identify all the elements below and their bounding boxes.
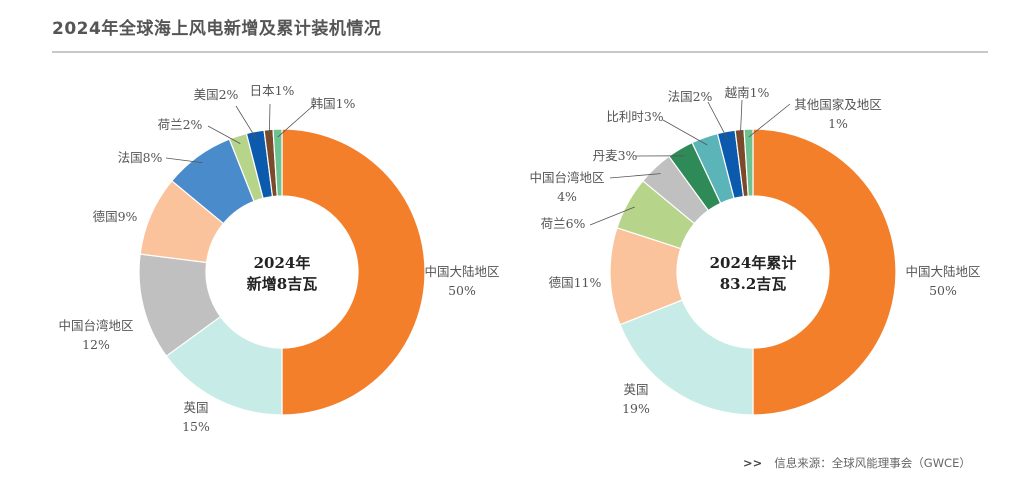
- slice-label: 中国台湾地区: [58, 318, 133, 333]
- donut-chart-2: 中国大陆地区 50% 英国 19% 德国11% 荷兰6% 中国台湾地区 4% 丹麦3% 比利时3%…: [529, 85, 980, 416]
- leader-line: [165, 157, 203, 164]
- center-label: 83.2吉瓦: [720, 275, 787, 293]
- slice-韩国: [272, 128, 283, 197]
- slice-label: 韩国1%: [311, 96, 356, 111]
- slice-value-label: 4%: [557, 189, 577, 204]
- slice-label: 法国2%: [668, 89, 713, 104]
- leader-line: [207, 125, 241, 144]
- slice-label: 比利时3%: [606, 109, 663, 124]
- slice-label: 中国台湾地区: [529, 170, 604, 185]
- slice-其他国家及地区: [743, 128, 754, 197]
- slice-label: 越南1%: [725, 85, 770, 100]
- slice-label: 中国大陆地区: [905, 264, 980, 279]
- slice-label: 法国8%: [118, 150, 163, 165]
- leader-line: [707, 101, 729, 140]
- leader-line: [589, 206, 635, 226]
- source-arrow: >>: [743, 456, 763, 470]
- page-title: 2024年全球海上风电新增及累计装机情况: [52, 19, 382, 39]
- slice-label: 英国: [623, 382, 648, 397]
- slice-label: 美国2%: [194, 87, 239, 102]
- slice-label: 德国9%: [93, 209, 138, 224]
- slice-英国: [619, 299, 754, 416]
- leader-line: [268, 103, 271, 138]
- slice-label: 日本1%: [250, 83, 295, 98]
- leader-line: [235, 105, 258, 140]
- slice-value-label: 12%: [82, 337, 110, 352]
- slice-value-label: 50%: [929, 283, 957, 298]
- slice-label: 其他国家及地区: [794, 97, 882, 112]
- leader-line: [609, 173, 661, 179]
- leader-line: [662, 119, 708, 146]
- center-label: 2024年累计: [710, 254, 797, 272]
- slice-中国大陆地区: [752, 128, 897, 416]
- slice-value-label: 19%: [622, 401, 650, 416]
- leader-line: [739, 99, 743, 138]
- center-label: 2024年: [254, 254, 311, 272]
- source-note: >> 信息来源：全球风能理事会（GWCE）: [743, 455, 971, 471]
- slice-value-label: 15%: [182, 419, 210, 434]
- slice-label: 英国: [183, 400, 208, 415]
- slice-label: 德国11%: [549, 275, 602, 290]
- slice-中国大陆地区: [281, 128, 426, 416]
- slice-value-label: 1%: [828, 116, 848, 131]
- source-text: 信息来源：全球风能理事会（GWCE）: [774, 456, 971, 470]
- leader-line: [277, 103, 316, 138]
- slice-label: 中国大陆地区: [424, 264, 499, 279]
- center-label: 新增8吉瓦: [247, 275, 317, 293]
- slice-label: 荷兰2%: [158, 117, 203, 132]
- slice-label: 荷兰6%: [541, 216, 586, 231]
- title-divider: [52, 51, 988, 53]
- slice-value-label: 50%: [448, 283, 476, 298]
- slice-label: 丹麦3%: [593, 148, 638, 163]
- leader-line: [748, 103, 791, 138]
- donut-chart-1: 中国大陆地区 50% 英国 15% 中国台湾地区 12% 德国9% 法国8% 荷兰2% 美国2% 日…: [58, 83, 499, 434]
